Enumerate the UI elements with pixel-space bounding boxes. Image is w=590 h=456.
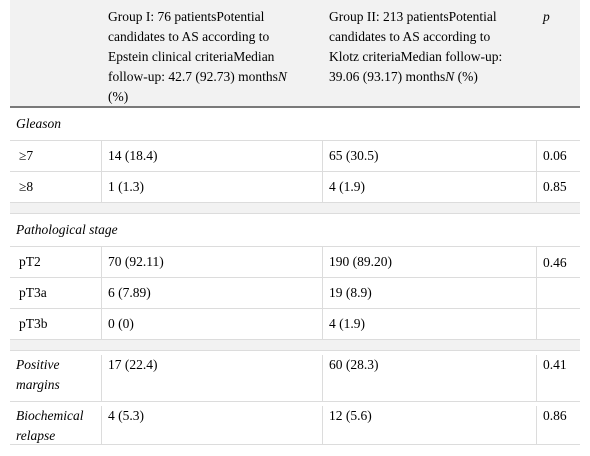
header-n-symbol: N bbox=[445, 69, 455, 84]
row-label-line: relapse bbox=[16, 428, 56, 443]
header-text: 39.06 (93.17) months bbox=[329, 69, 446, 84]
row-label: pT3a bbox=[19, 285, 47, 300]
row-label-line: Positive bbox=[16, 357, 60, 372]
group-2-value: 4 (1.9) bbox=[322, 172, 536, 202]
header-n-symbol: N bbox=[277, 69, 287, 84]
header-group-2-line: 39.06 (93.17) monthsN (%) bbox=[329, 67, 530, 87]
p-value: 0.06 bbox=[536, 141, 580, 171]
group-1-value: 70 (92.11) bbox=[101, 247, 322, 277]
row-label: pT2 bbox=[19, 254, 41, 269]
section-spacer bbox=[10, 340, 580, 351]
row-label: Biochemical relapse bbox=[10, 406, 101, 446]
header-group-2-line: Klotz criteriaMedian follow-up: bbox=[329, 49, 503, 64]
header-group-2: Group II: 213 patientsPotential candidat… bbox=[322, 7, 536, 106]
group-2-value: 60 (28.3) bbox=[322, 355, 536, 401]
p-value: 0.85 bbox=[536, 172, 580, 202]
group-2-value: 4 (1.9) bbox=[322, 309, 536, 339]
group-1-value: 17 (22.4) bbox=[101, 355, 322, 401]
section-title: Gleason bbox=[16, 116, 61, 131]
row-label: Positive margins bbox=[10, 355, 101, 395]
header-text: (%) bbox=[454, 69, 478, 84]
header-group-1-line: follow-up: 42.7 (92.73) monthsN bbox=[108, 67, 316, 87]
row-label-line: Biochemical bbox=[16, 408, 84, 423]
group-2-value: 12 (5.6) bbox=[322, 406, 536, 444]
group-1-value: 0 (0) bbox=[101, 309, 322, 339]
row-label: ≥7 bbox=[19, 148, 34, 163]
table-row: ≥8 1 (1.3) 4 (1.9) 0.85 bbox=[10, 172, 580, 203]
group-2-value: 65 (30.5) bbox=[322, 141, 536, 171]
header-empty-cell bbox=[10, 7, 101, 106]
group-1-value: 14 (18.4) bbox=[101, 141, 322, 171]
header-group-1: Group I: 76 patientsPotential candidates… bbox=[101, 7, 322, 106]
table-row: pT3b 0 (0) 4 (1.9) bbox=[10, 309, 580, 340]
p-value bbox=[536, 278, 580, 308]
header-p-value: p bbox=[536, 7, 580, 106]
group-1-value: 1 (1.3) bbox=[101, 172, 322, 202]
header-group-1-line: Group I: 76 patientsPotential bbox=[108, 9, 265, 24]
section-spacer bbox=[10, 203, 580, 214]
header-group-2-line: Group II: 213 patientsPotential bbox=[329, 9, 497, 24]
header-text: follow-up: 42.7 (92.73) months bbox=[108, 69, 278, 84]
header-group-1-line: (%) bbox=[108, 89, 129, 104]
table-row: Biochemical relapse 4 (5.3) 12 (5.6) 0.8… bbox=[10, 402, 580, 445]
p-value: 0.46 bbox=[536, 247, 580, 277]
group-1-value: 6 (7.89) bbox=[101, 278, 322, 308]
header-group-1-line: Epstein clinical criteriaMedian bbox=[108, 49, 275, 64]
header-group-1-line: candidates to AS according to bbox=[108, 29, 270, 44]
group-2-value: 190 (89.20) bbox=[322, 247, 536, 277]
group-1-value: 4 (5.3) bbox=[101, 406, 322, 444]
results-table: Group I: 76 patientsPotential candidates… bbox=[10, 0, 580, 445]
table-header-row: Group I: 76 patientsPotential candidates… bbox=[10, 0, 580, 108]
table-row: Positive margins 17 (22.4) 60 (28.3) 0.4… bbox=[10, 351, 580, 402]
p-value bbox=[536, 309, 580, 339]
table-row: pT3a 6 (7.89) 19 (8.9) bbox=[10, 278, 580, 309]
row-label: ≥8 bbox=[19, 179, 34, 194]
row-label-line: margins bbox=[16, 377, 60, 392]
table-row: pT2 70 (92.11) 190 (89.20) 0.46 bbox=[10, 247, 580, 278]
section-title: Pathological stage bbox=[16, 222, 118, 237]
p-value: 0.86 bbox=[536, 406, 580, 444]
row-label: pT3b bbox=[19, 316, 48, 331]
header-group-2-line: candidates to AS according to bbox=[329, 29, 491, 44]
group-2-value: 19 (8.9) bbox=[322, 278, 536, 308]
p-value: 0.41 bbox=[536, 355, 580, 401]
section-pathological-stage: Pathological stage bbox=[10, 214, 580, 247]
table-row: ≥7 14 (18.4) 65 (30.5) 0.06 bbox=[10, 141, 580, 172]
section-gleason: Gleason bbox=[10, 108, 580, 141]
